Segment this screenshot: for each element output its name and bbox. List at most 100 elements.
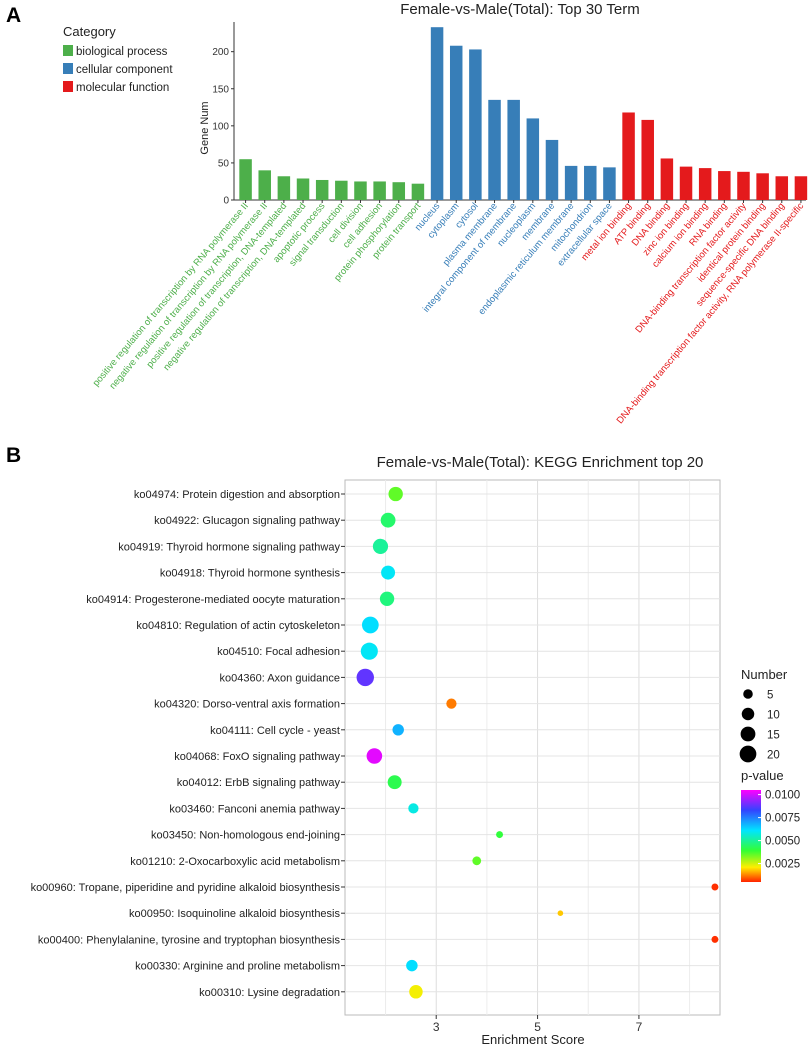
point-ko00310 [409, 985, 423, 999]
legend-swatch-molecular-function [63, 81, 73, 92]
color-legend-title: p-value [741, 768, 784, 783]
chart-a-bars [239, 27, 808, 200]
bar-cell-adhesion [373, 181, 386, 200]
point-ko04068 [366, 748, 383, 764]
bar-integral-component-of-membrane [507, 99, 520, 200]
bar-apoptotic-process [315, 179, 329, 200]
legend-label-molecular-function: molecular function [76, 82, 169, 94]
term-label-ko04012: ko04012: ErbB signaling pathway [177, 777, 341, 789]
legend-label-biological-process: biological process [76, 46, 168, 58]
bar-positive-regulation-of-transcription-by-rna-polymerase-ii [239, 159, 252, 200]
size-legend-label-5: 5 [767, 690, 773, 702]
bar-mitochondrion [584, 165, 597, 200]
size-legend-dot-5 [743, 689, 753, 699]
term-label-ko04974: ko04974: Protein digestion and absorptio… [134, 489, 340, 501]
chart-b-points [356, 486, 719, 999]
legend-swatch-biological-process [63, 45, 73, 56]
term-label-ko04918: ko04918: Thyroid hormone synthesis [160, 568, 341, 580]
color-legend-label: 0.0100 [765, 790, 800, 802]
y-tick-label: 150 [212, 84, 229, 95]
chart-a-legend: Category biological process cellular com… [63, 24, 173, 94]
bar-cytoplasm [449, 45, 463, 200]
term-label-ko04914: ko04914: Progesterone-mediated oocyte ma… [86, 594, 340, 606]
chart-b-term-labels: ko04974: Protein digestion and absorptio… [31, 489, 345, 999]
color-legend-label: 0.0075 [765, 813, 800, 825]
bar-sequence-specific-dna-binding [775, 176, 789, 200]
chart-b-grid [345, 480, 720, 1015]
y-tick-label: 50 [218, 158, 230, 169]
bar-plasma-membrane [488, 99, 501, 200]
bar-metal-ion-binding [622, 112, 635, 200]
bar-identical-protein-binding [756, 173, 769, 200]
term-label-ko04320: ko04320: Dorso-ventral axis formation [154, 699, 340, 711]
panel-b-letter: B [6, 444, 21, 467]
bar-positive-regulation-of-transcription-dna-templated [277, 176, 291, 200]
bar-endoplasmic-reticulum-membrane [564, 165, 578, 200]
legend-title: Category [63, 24, 116, 39]
size-legend-label-20: 20 [767, 750, 780, 762]
x-tick-label: 5 [534, 1020, 541, 1034]
term-label-ko00950: ko00950: Isoquinoline alkaloid biosynthe… [129, 908, 340, 920]
point-ko04810 [361, 616, 379, 634]
color-legend-label: 0.0025 [765, 859, 800, 871]
term-label-ko04810: ko04810: Regulation of actin cytoskeleto… [136, 620, 340, 632]
bar-membrane [545, 139, 559, 200]
chart-b-x-label: Enrichment Score [481, 1032, 584, 1046]
bar-protein-transport [411, 183, 425, 200]
panel-b-bubble-chart: B Female-vs-Male(Total): KEGG Enrichment… [6, 444, 800, 1046]
point-ko04320 [446, 698, 457, 709]
chart-b-size-legend: Number 5 10 15 20 [739, 667, 788, 763]
size-legend-title: Number [741, 667, 788, 682]
x-tick-label-negative-regulation-of-transcription-by-rna-polymerase-ii: negative regulation of transcription by … [107, 201, 270, 392]
bar-atp-binding [641, 119, 654, 200]
point-ko04360 [356, 668, 374, 687]
point-ko04914 [379, 591, 395, 606]
x-tick-label: 3 [433, 1020, 440, 1034]
point-ko04510 [360, 642, 378, 660]
chart-a-title: Female-vs-Male(Total): Top 30 Term [400, 1, 640, 18]
x-tick-label: 7 [636, 1020, 643, 1034]
point-ko00950 [557, 910, 564, 916]
term-label-ko00310: ko00310: Lysine degradation [199, 987, 340, 999]
term-label-ko00960: ko00960: Tropane, piperidine and pyridin… [31, 882, 341, 894]
term-label-ko03460: ko03460: Fanconi anemia pathway [169, 803, 340, 815]
chart-b-x-ticks: 3 5 7 [433, 1015, 643, 1034]
point-ko04922 [380, 512, 396, 528]
point-ko01210 [472, 856, 482, 866]
point-ko04918 [381, 565, 396, 580]
bar-protein-phosphorylation [392, 182, 406, 200]
point-ko04919 [372, 538, 389, 555]
bar-dna-binding-transcription-factor-activity [737, 171, 750, 200]
panel-a-bar-chart: A Female-vs-Male(Total): Top 30 Term Cat… [6, 1, 808, 426]
chart-a-x-labels: positive regulation of transcription by … [91, 200, 806, 426]
size-legend-dot-15 [740, 726, 756, 742]
bar-dna-binding [660, 158, 674, 200]
point-ko00330 [406, 959, 418, 972]
term-label-ko01210: ko01210: 2-Oxocarboxylic acid metabolism [130, 856, 340, 868]
size-legend-dot-20 [739, 745, 757, 763]
x-tick-label-positive-regulation-of-transcription-dna-templated: positive regulation of transcription, DN… [145, 201, 290, 370]
y-tick-label: 200 [212, 47, 229, 58]
chart-b-title: Female-vs-Male(Total): KEGG Enrichment t… [377, 454, 704, 471]
bar-negative-regulation-of-transcription-by-rna-polymerase-ii [258, 170, 271, 200]
bar-extracellular-space [603, 167, 616, 200]
chart-a-y-ticks: 0 50 100 150 200 [212, 47, 234, 207]
bar-signal-transduction [335, 180, 348, 200]
bar-dna-binding-transcription-factor-activity-rna-polymerase-ii-specific [794, 176, 808, 200]
term-label-ko04360: ko04360: Axon guidance [220, 672, 341, 684]
chart-a-y-label: Gene Num [199, 101, 211, 154]
bar-negative-regulation-of-transcription-dna-templated [296, 178, 310, 200]
term-label-ko04068: ko04068: FoxO signaling pathway [174, 751, 340, 763]
term-label-ko00330: ko00330: Arginine and proline metabolism [135, 961, 340, 973]
size-legend-label-10: 10 [767, 710, 780, 722]
size-legend-dot-10 [741, 707, 755, 721]
bar-calcium-ion-binding [698, 168, 712, 200]
chart-b-color-legend: p-value 0.0100 0.0075 0.0050 0.0025 [741, 768, 800, 882]
term-label-ko00400: ko00400: Phenylalanine, tyrosine and try… [38, 934, 341, 946]
bar-nucleoplasm [526, 118, 540, 200]
panel-a-letter: A [6, 4, 21, 27]
point-ko00400 [711, 935, 719, 943]
legend-label-cellular-component: cellular component [76, 64, 173, 76]
term-label-ko04919: ko04919: Thyroid hormone signaling pathw… [118, 541, 340, 553]
y-tick-label: 0 [223, 196, 229, 207]
